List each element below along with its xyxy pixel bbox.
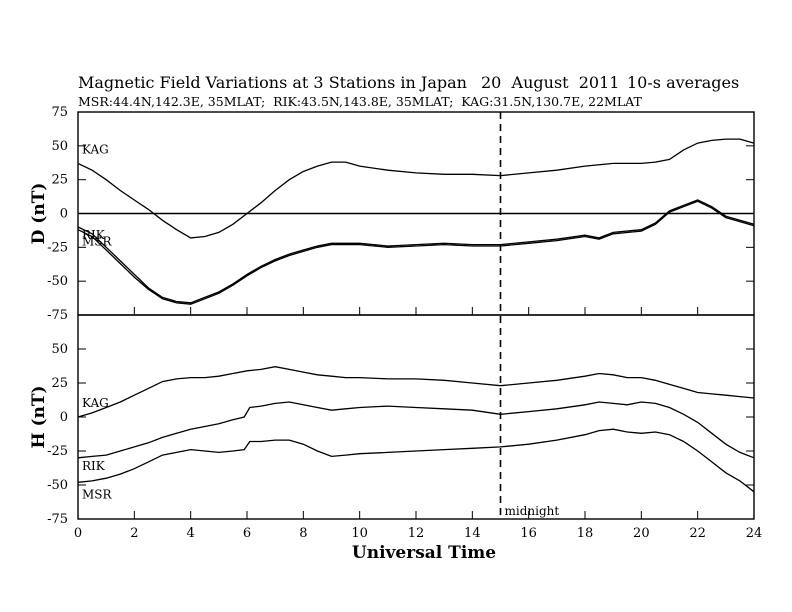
- x-tick-label: 0: [74, 526, 82, 541]
- y-tick-label: 0: [60, 410, 68, 425]
- x-tick-label: 2: [130, 526, 138, 541]
- series-rik: [77, 199, 755, 304]
- midnight-marker: midnight: [499, 112, 560, 519]
- series-kag: [77, 138, 755, 239]
- y-tick-label: -75: [47, 512, 68, 527]
- y-axis-title: D (nT): [29, 183, 49, 245]
- x-axis-title: Universal Time: [352, 543, 496, 563]
- series-msr: [77, 428, 755, 493]
- y-tick-label: 50: [51, 342, 68, 357]
- chart-averaging: 10-s averages: [627, 73, 739, 92]
- series-label-kag: KAG: [82, 396, 109, 410]
- panel-frame: [77, 314, 755, 520]
- y-tick-label: 25: [51, 173, 68, 188]
- x-tick-label: 18: [577, 526, 594, 541]
- x-tick-label: 20: [633, 526, 650, 541]
- y-tick-label: 25: [51, 376, 68, 391]
- x-tick-label: 12: [408, 526, 425, 541]
- panel-2: 50 25 0 -25 -50 -75 H (nT) KAG RIK MSR: [29, 314, 755, 527]
- x-axis: 0 2 4 6 8 10 12 14 16 18 20 22 24: [74, 307, 762, 541]
- series-rik: [77, 401, 755, 459]
- y-tick-label: -75: [47, 308, 68, 323]
- y-tick-label: -50: [47, 478, 68, 493]
- y-tick-label: -25: [47, 444, 68, 459]
- x-tick-label: 4: [187, 526, 195, 541]
- x-tick-label: 10: [351, 526, 368, 541]
- series-kag: [77, 366, 755, 418]
- x-tick-label: 22: [689, 526, 706, 541]
- y-tick-label: -50: [47, 274, 68, 289]
- x-tick-label: 16: [520, 526, 537, 541]
- y-tick-label: 75: [51, 105, 68, 120]
- y-axis-title: H (nT): [29, 385, 49, 448]
- series-msr: [77, 200, 755, 305]
- x-tick-label: 6: [243, 526, 251, 541]
- series-label-msr: MSR: [82, 487, 113, 501]
- y-tick-label: 0: [60, 207, 68, 222]
- chart-date: 20 August 2011: [481, 73, 619, 92]
- chart-title: Magnetic Field Variations at 3 Stations …: [78, 73, 467, 92]
- series-label-rik: RIK: [82, 228, 106, 242]
- midnight-label: midnight: [505, 504, 560, 518]
- series-label-kag: KAG: [82, 142, 109, 156]
- series-label-rik: RIK: [82, 459, 106, 473]
- x-tick-label: 14: [464, 526, 481, 541]
- y-tick-label: -25: [47, 240, 68, 255]
- chart-subtitle: MSR:44.4N,142.3E, 35MLAT; RIK:43.5N,143.…: [78, 94, 642, 109]
- x-tick-label: 24: [746, 526, 763, 541]
- x-tick-label: 8: [299, 526, 307, 541]
- series-label-msr: MSR: [82, 235, 113, 249]
- y-tick-label: 50: [51, 139, 68, 154]
